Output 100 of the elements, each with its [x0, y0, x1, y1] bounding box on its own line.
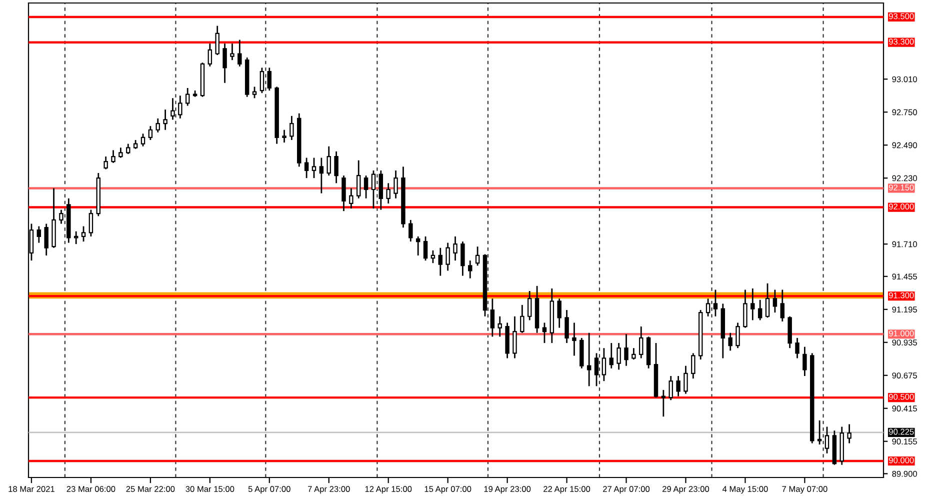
candlestick	[557, 298, 562, 328]
candlestick	[542, 322, 547, 344]
candlestick	[156, 118, 160, 134]
candlestick	[238, 39, 242, 68]
y-tick-label: 91.195	[892, 306, 917, 312]
y-tick-label: 90.415	[892, 406, 917, 412]
candlestick	[676, 375, 680, 397]
candlestick	[185, 87, 190, 106]
candlestick	[750, 288, 755, 321]
ref-line-label: 92.150	[889, 184, 914, 190]
candlestick	[624, 333, 628, 367]
candlestick	[408, 219, 413, 242]
candlestick	[616, 342, 621, 370]
candlestick	[632, 347, 636, 360]
candlestick	[772, 289, 778, 314]
candlestick	[416, 236, 420, 256]
candlestick	[230, 42, 234, 61]
candlestick	[44, 223, 48, 256]
candlestick	[140, 132, 146, 148]
x-tick-label: 7 Apr 23:00	[308, 486, 350, 494]
candlestick	[126, 143, 130, 155]
x-tick-label: 30 Mar 15:00	[186, 486, 234, 492]
candlestick	[74, 230, 78, 245]
candlestick	[326, 146, 331, 176]
candlestick	[88, 209, 94, 238]
candlestick	[394, 170, 398, 200]
candlestick	[639, 326, 644, 359]
ref-line-label: 90.225	[889, 428, 914, 435]
candlestick	[520, 304, 524, 334]
y-tick-label: 90.935	[892, 340, 917, 346]
x-tick-label: 23 Mar 06:00	[66, 486, 116, 492]
candlestick	[222, 42, 227, 84]
ref-line-label: 92.000	[889, 204, 914, 210]
candlestick	[668, 375, 673, 401]
y-tick-label: 91.455	[892, 274, 917, 280]
x-tick-label: 4 May 15:00	[722, 486, 768, 494]
ref-line-label: 93.500	[889, 13, 914, 20]
candlestick	[312, 157, 316, 179]
ref-line-label: 91.300	[889, 292, 914, 298]
x-tick-label: 25 Mar 22:00	[126, 486, 175, 492]
candlestick	[736, 322, 740, 349]
candlestick	[728, 332, 732, 352]
candlestick	[356, 160, 361, 200]
ref-line-label: 90.500	[889, 394, 914, 400]
candlestick	[252, 86, 257, 99]
candlestick	[446, 242, 450, 272]
candlestick	[304, 157, 309, 179]
x-tick-label: 7 May 07:00	[782, 486, 828, 494]
x-tick-label: 27 Apr 07:00	[603, 486, 650, 494]
candlestick	[438, 247, 443, 276]
x-tick-label: 5 Apr 07:00	[248, 486, 290, 494]
candlestick	[609, 342, 614, 370]
candlestick	[765, 282, 770, 318]
y-tick-label: 91.710	[892, 241, 917, 248]
candlestick	[780, 289, 785, 322]
candlestick	[475, 246, 480, 266]
candlestick	[118, 146, 123, 158]
candlestick	[282, 129, 286, 144]
candlestick	[349, 188, 354, 210]
y-tick-label: 92.750	[892, 109, 917, 116]
y-tick-label: 92.230	[892, 175, 917, 182]
candlestick	[512, 316, 517, 359]
candlestick	[847, 424, 852, 444]
candlestick	[661, 389, 666, 418]
ref-line-label: 91.000	[889, 330, 914, 336]
x-tick-label: 18 Mar 2021	[8, 486, 54, 492]
y-tick-label: 93.010	[892, 76, 917, 82]
x-tick-label: 22 Apr 15:00	[544, 486, 590, 494]
ref-line-label: 90.000	[889, 457, 914, 464]
y-tick-label: 92.490	[892, 142, 917, 148]
candlestick	[111, 149, 116, 164]
candlestick	[527, 290, 532, 321]
candlestick	[498, 316, 502, 338]
candlestick	[319, 157, 324, 194]
candlestick	[564, 309, 569, 344]
candlestick	[468, 260, 472, 280]
candlestick	[364, 174, 368, 200]
ref-line-label: 93.300	[889, 38, 914, 45]
candlestick	[215, 25, 220, 56]
candlestick	[490, 298, 495, 338]
y-tick-label: 90.155	[892, 438, 917, 444]
candlestick	[81, 226, 86, 242]
candlestick	[758, 299, 762, 321]
x-tick-label: 29 Apr 23:00	[662, 486, 710, 494]
candlestick	[572, 322, 576, 356]
candlestick	[802, 346, 807, 377]
candlestick	[163, 108, 168, 131]
candlestick	[460, 240, 465, 276]
candlestick	[386, 182, 390, 204]
candlestick	[36, 226, 42, 244]
candlestick	[290, 115, 294, 141]
candlestick	[423, 236, 428, 262]
candlestick	[148, 125, 153, 141]
candlestick	[586, 332, 592, 387]
candlestick	[795, 337, 800, 359]
candlestick	[342, 174, 346, 212]
y-tick-label: 89.900	[892, 470, 917, 477]
candlestick	[334, 150, 338, 184]
x-tick-label: 12 Apr 15:00	[365, 486, 412, 494]
candlestick	[684, 365, 688, 394]
